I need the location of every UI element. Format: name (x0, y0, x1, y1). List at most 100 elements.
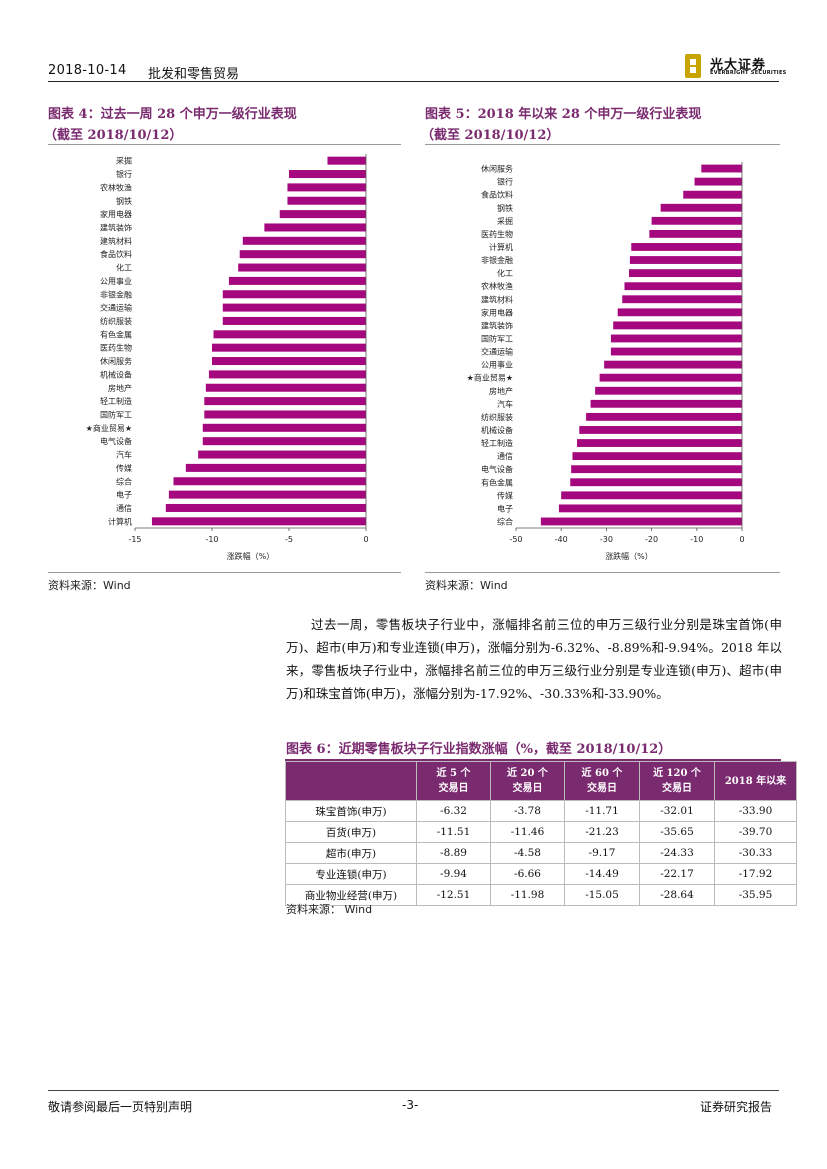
category-label: 建筑材料 (100, 236, 132, 246)
bar (631, 243, 742, 251)
bar (204, 397, 366, 406)
bar (198, 450, 366, 459)
table-cell: -39.70 (714, 821, 797, 843)
category-label: 纺织服装 (100, 316, 132, 326)
bar (570, 478, 742, 487)
x-axis-label: 涨跌幅（%） (605, 551, 653, 561)
bar (212, 343, 366, 352)
bar (629, 256, 742, 264)
category-label: 传媒 (116, 463, 132, 473)
table-cell: -30.33 (714, 842, 797, 864)
table-cell: -11.71 (564, 800, 640, 822)
table-cell: -3.78 (490, 800, 565, 822)
category-label: 综合 (116, 476, 132, 486)
x-tick-label: 0 (739, 535, 744, 544)
bar (599, 373, 742, 382)
table-cell: -21.23 (564, 821, 640, 843)
category-label: 交通运输 (481, 347, 513, 357)
report-sector-title: 批发和零售贸易 (148, 67, 240, 82)
bar (651, 216, 742, 225)
table-cell: -8.89 (416, 842, 491, 864)
bar (205, 383, 366, 392)
x-tick-label: -20 (645, 535, 658, 544)
category-label: 有色金属 (481, 477, 513, 487)
category-label: 建筑装饰 (481, 320, 513, 330)
category-label: 电气设备 (100, 436, 132, 446)
category-label: 食品饮料 (481, 190, 513, 200)
table-cell: -14.49 (564, 863, 640, 885)
bar (610, 334, 742, 343)
bar (624, 282, 742, 291)
row-name: 珠宝首饰(申万) (285, 800, 417, 822)
category-label: 交通运输 (100, 303, 132, 313)
bar (649, 229, 742, 238)
bar (202, 423, 366, 432)
table6-title: 图表 6：近期零售板块子行业指数涨幅（%，截至 2018/10/12） (286, 742, 672, 757)
category-label: 房地产 (489, 386, 513, 396)
category-label: 化工 (497, 268, 513, 278)
category-label: 钢铁 (116, 196, 132, 206)
report-date: 2018-10-14 (48, 63, 127, 78)
category-label: 有色金属 (100, 329, 132, 339)
category-label: 银行 (497, 177, 513, 187)
x-tick-label: -10 (205, 535, 218, 544)
table-row: 百货(申万) -11.51 -11.46 -21.23 -35.65 -39.7… (285, 821, 797, 843)
category-label: 银行 (116, 169, 132, 179)
figure4-top-rule (48, 144, 401, 145)
table-cell: -28.64 (639, 884, 715, 906)
category-label: 休闲服务 (100, 356, 132, 366)
table-header-cell: 近 60 个交易日 (564, 761, 640, 801)
table-cell: -35.65 (639, 821, 715, 843)
figure5-title: 图表 5：2018 年以来 28 个申万一级行业表现 (425, 107, 702, 122)
sub-industry-index-table: 近 5 个交易日 近 20 个交易日 近 60 个交易日 近 120 个交易日 … (285, 761, 797, 906)
category-label: 公用事业 (100, 276, 132, 286)
category-label: 采掘 (497, 216, 513, 226)
category-label: 化工 (116, 263, 132, 273)
row-name: 超市(申万) (285, 842, 417, 864)
row-name: 百货(申万) (285, 821, 417, 843)
category-label: 房地产 (108, 383, 132, 393)
row-name: 商业物业经营(申万) (285, 884, 417, 906)
bar (287, 183, 366, 192)
x-axis-label: 涨跌幅（%） (227, 551, 275, 561)
bar (165, 503, 366, 512)
category-label: 通信 (497, 451, 513, 461)
bar (212, 357, 366, 366)
table-cell: -32.01 (639, 800, 715, 822)
x-tick-label: -15 (128, 535, 141, 544)
figure4-bottom-rule (48, 572, 401, 573)
logo-text-en: EVERBRIGHT SECURITIES (710, 70, 787, 76)
bar (590, 399, 742, 408)
table-header-cell: 近 120 个交易日 (639, 761, 715, 801)
category-label: 医药生物 (481, 229, 513, 239)
table-cell: -33.90 (714, 800, 797, 822)
bar (289, 170, 366, 179)
bar (558, 504, 742, 513)
category-label: 电子 (116, 490, 132, 500)
x-tick-label: -5 (285, 535, 293, 544)
table-header-cell: 2018 年以来 (714, 761, 797, 801)
table-cell: -35.95 (714, 884, 797, 906)
everbright-logo-icon (685, 54, 701, 78)
category-label: 电气设备 (481, 464, 513, 474)
bar (683, 190, 742, 199)
table-row: 专业连锁(申万) -9.94 -6.66 -14.49 -22.17 -17.9… (285, 863, 797, 885)
bar (540, 517, 742, 526)
category-label: 家用电器 (481, 307, 513, 317)
category-label: 汽车 (116, 450, 132, 460)
bar (660, 203, 742, 212)
category-label: 轻工制造 (100, 396, 132, 406)
x-tick-label: -40 (555, 535, 568, 544)
table-row: 商业物业经营(申万) -12.51 -11.98 -15.05 -28.64 -… (285, 884, 797, 906)
category-label: 建筑装饰 (100, 222, 132, 232)
bar (208, 370, 366, 379)
figure4-subtitle: （截至 2018/10/12） (44, 128, 183, 143)
figure5-subtitle: （截至 2018/10/12） (421, 128, 560, 143)
table-cell: -15.05 (564, 884, 640, 906)
x-tick-label: -50 (509, 535, 522, 544)
category-label: ★商业贸易★ (467, 373, 513, 383)
bar (222, 303, 366, 312)
table-header-cell: 近 5 个交易日 (416, 761, 491, 801)
category-label: 非银金融 (100, 289, 132, 299)
table-cell: -22.17 (639, 863, 715, 885)
